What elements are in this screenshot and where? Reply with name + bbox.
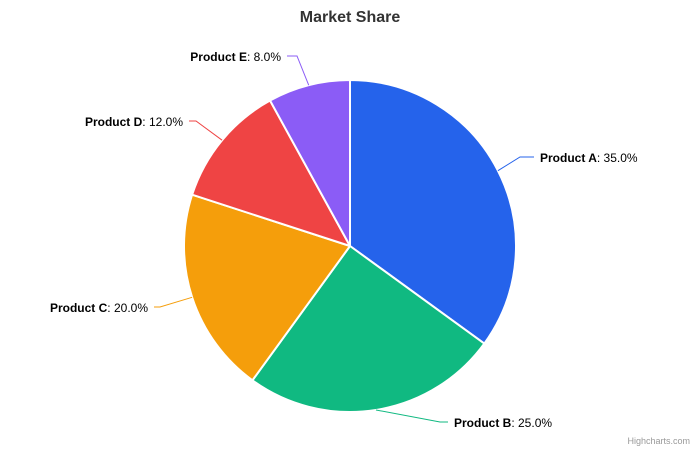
label-value: : 12.0% bbox=[142, 115, 183, 129]
label-name: Product B bbox=[454, 416, 512, 430]
data-label-product-e: Product E: 8.0% bbox=[190, 50, 281, 64]
label-name: Product A bbox=[540, 151, 597, 165]
pie-slice-product-b[interactable] bbox=[251, 245, 486, 414]
data-label-product-c: Product C: 20.0% bbox=[50, 301, 148, 315]
data-label-product-b: Product B: 25.0% bbox=[454, 416, 552, 430]
pie-slice-product-a[interactable] bbox=[349, 79, 518, 345]
connectors-layer bbox=[154, 55, 534, 423]
label-name: Product C bbox=[50, 301, 108, 315]
connector-product-e bbox=[287, 55, 310, 86]
labels-layer: Product A: 35.0%Product B: 25.0%Product … bbox=[50, 50, 638, 430]
connector-product-b bbox=[375, 409, 448, 423]
data-label-product-a: Product A: 35.0% bbox=[540, 151, 638, 165]
label-value: : 25.0% bbox=[511, 416, 552, 430]
label-value: : 20.0% bbox=[107, 301, 148, 315]
label-value: : 8.0% bbox=[247, 50, 281, 64]
connector-product-d bbox=[189, 120, 223, 141]
data-label-product-d: Product D: 12.0% bbox=[85, 115, 183, 129]
connector-product-a bbox=[497, 156, 534, 172]
connector-product-c bbox=[154, 296, 193, 308]
label-value: : 35.0% bbox=[597, 151, 638, 165]
slices-layer bbox=[182, 79, 518, 414]
chart-title: Market Share bbox=[300, 9, 401, 26]
pie-slice-product-c[interactable] bbox=[182, 193, 351, 382]
credits-link[interactable]: Highcharts.com bbox=[627, 436, 690, 446]
label-name: Product E bbox=[190, 50, 247, 64]
label-name: Product D bbox=[85, 115, 143, 129]
